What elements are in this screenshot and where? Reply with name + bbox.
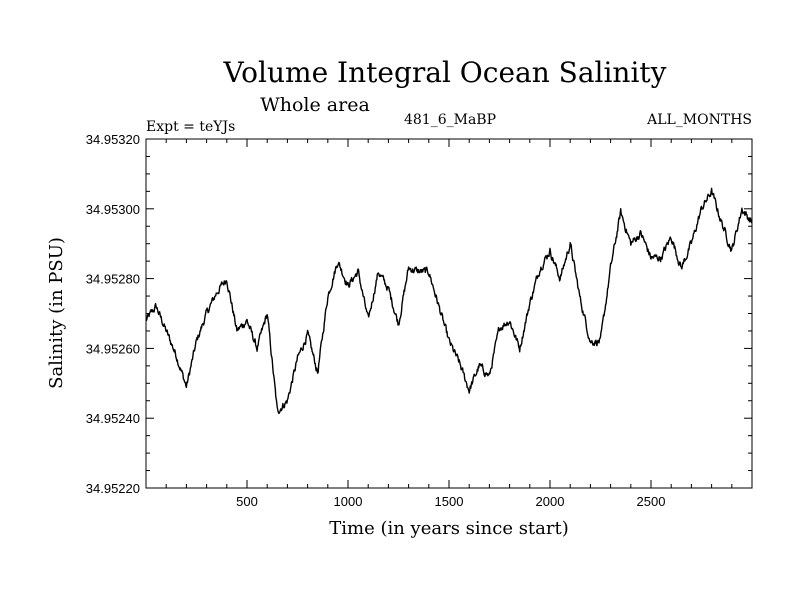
- x-tick-label: 1000: [334, 494, 363, 509]
- x-axis: 500 1000 1500 2000 2500: [165, 139, 733, 509]
- salinity-series-line: [145, 187, 753, 415]
- chart-subtitle: Whole area: [260, 94, 370, 116]
- y-axis: 34.95220 34.95240 34.95260 34.95280 34.95300…: [86, 132, 752, 496]
- x-axis-label: Time (in years since start): [329, 518, 569, 539]
- y-axis-label: Salinity (in PSU): [46, 237, 67, 389]
- y-tick-label: 34.95220: [86, 481, 140, 496]
- y-tick-label: 34.95260: [86, 341, 140, 356]
- y-tick-label: 34.95240: [86, 411, 140, 426]
- plot-area-frame: [145, 138, 753, 489]
- y-tick-label: 34.95320: [86, 132, 140, 147]
- y-tick-label: 34.95280: [86, 272, 140, 287]
- x-tick-label: 500: [236, 494, 258, 509]
- header-left-label: Expt = teYJs: [146, 119, 235, 135]
- chart-title: Volume Integral Ocean Salinity: [223, 56, 667, 89]
- x-tick-label: 2500: [637, 494, 666, 509]
- header-right-label: ALL_MONTHS: [646, 112, 752, 128]
- x-tick-label: 1500: [435, 494, 464, 509]
- x-tick-label: 2000: [536, 494, 565, 509]
- header-center-label: 481_6_MaBP: [404, 112, 496, 128]
- y-tick-label: 34.95300: [86, 202, 140, 217]
